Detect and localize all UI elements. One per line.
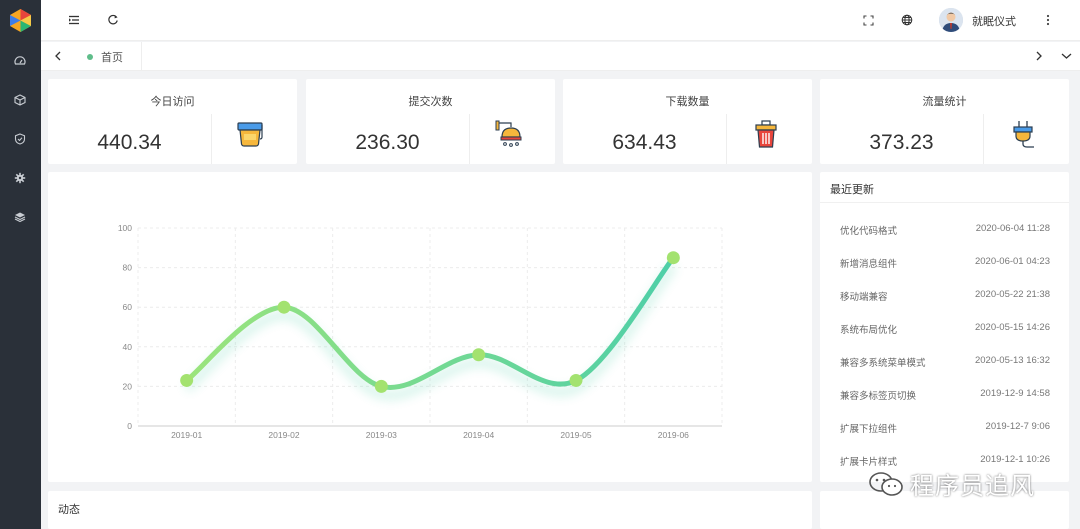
update-label: 系统布局优化 [840,325,898,336]
update-time: 2019-12-1 10:26 [980,454,1050,465]
data-point [180,373,194,387]
gear-icon[interactable] [11,169,29,187]
stat-title: 提交次数 [408,96,453,108]
wechat-icon [869,471,903,496]
update-time: 2020-06-04 11:28 [975,223,1050,234]
fullscreen-icon[interactable] [859,11,877,29]
layers-icon[interactable] [11,208,29,226]
stat-divider [983,114,984,164]
x-tick-label: 2019-04 [463,430,494,440]
data-point [569,373,583,387]
update-label: 兼容多系统菜单模式 [840,358,926,369]
update-label: 移动端兼容 [840,292,888,303]
x-tick-label: 2019-02 [268,430,299,440]
stat-divider [211,114,212,164]
update-time: 2020-05-15 14:26 [974,322,1050,333]
stat-value: 373.23 [869,131,934,154]
data-point [374,379,388,393]
stat-divider [726,114,727,164]
top-header: 就眠仪式 [41,0,1080,41]
x-tick-label: 2019-05 [560,430,591,440]
menu-fold-icon[interactable] [65,11,83,29]
stat-title: 今日访问 [150,96,195,108]
update-item[interactable]: 移动端兼容 2020-05-22 21:38 [840,289,1050,305]
y-tick-label: 60 [123,302,133,312]
stat-card-traffic: 流量统计 373.23 [820,79,1069,164]
update-item[interactable]: 扩展卡片样式 2019-12-1 10:26 [840,454,1050,470]
stat-title: 下载数量 [665,96,710,108]
y-tick-label: 40 [123,342,133,352]
stat-card-downloads: 下载数量 634.43 [563,79,812,164]
dynamic-card: 动态 [48,491,812,529]
update-time: 2020-05-13 16:32 [974,355,1050,366]
update-label: 扩展卡片样式 [840,457,898,468]
more-vertical-icon[interactable] [1039,11,1057,29]
paint-bucket-icon [236,119,266,149]
stat-value: 634.43 [612,131,677,154]
update-label: 扩展下拉组件 [840,424,898,435]
refresh-icon[interactable] [104,11,122,29]
tab-home[interactable]: 首页 [77,42,142,71]
tabs-dropdown-icon[interactable] [1057,47,1075,65]
tab-active-dot [87,53,93,60]
stat-value: 236.30 [355,131,420,154]
stat-card-submits: 提交次数 236.30 [306,79,555,164]
x-tick-label: 2019-01 [171,430,202,440]
stat-divider [469,114,470,164]
globe-icon[interactable] [898,11,916,29]
x-tick-label: 2019-06 [658,430,689,440]
divider [820,202,1069,203]
logo-icon[interactable] [8,8,33,33]
update-time: 2020-06-01 04:23 [974,256,1050,267]
update-label: 兼容多标签页切换 [840,391,917,402]
update-item[interactable]: 扩展下拉组件 2019-12-7 9:06 [840,421,1050,437]
update-item[interactable]: 兼容多标签页切换 2019-12-9 14:58 [840,388,1050,404]
update-time: 2020-05-22 21:38 [974,289,1050,300]
dashboard-icon[interactable] [11,52,29,70]
tab-home-label: 首页 [101,51,123,64]
shower-icon [494,119,524,149]
stat-title: 流量统计 [922,96,967,108]
y-tick-label: 80 [123,263,133,273]
bottom-right-card [820,491,1069,529]
update-item[interactable]: 优化代码格式 2020-06-04 11:28 [840,223,1050,239]
update-time: 2019-12-7 9:06 [985,421,1050,432]
series-line [184,255,676,390]
update-time: 2019-12-9 14:58 [980,388,1050,399]
username[interactable]: 就眠仪式 [972,16,1016,28]
sidebar [0,0,41,529]
power-plug-icon [1008,119,1038,149]
stat-value: 440.34 [97,131,162,154]
tabs-scroll-left-icon[interactable] [49,47,67,65]
line-chart-card: 0 20 40 60 80 100 2019-01 2019-02 2019-03 2019-04… [48,172,812,482]
update-item[interactable]: 系统布局优化 2020-05-15 14:26 [840,322,1050,338]
tabs-scroll-right-icon[interactable] [1030,47,1048,65]
data-point [666,251,680,265]
recent-updates-card: 最近更新 优化代码格式 2020-06-04 11:28 新增消息组件 2020… [820,172,1069,482]
cube-icon[interactable] [11,91,29,109]
recent-updates-title: 最近更新 [830,184,874,196]
line-chart: 0 20 40 60 80 100 2019-01 2019-02 2019-03 2019-04… [118,223,723,440]
series-line-shadow [183,262,677,400]
tabs-bar: 首页 [41,42,1080,71]
trash-can-icon [751,119,781,149]
update-item[interactable]: 新增消息组件 2020-06-01 04:23 [840,256,1050,272]
shield-check-icon[interactable] [11,130,29,148]
watermark: 程序员追风 [868,466,1035,501]
data-point [472,348,486,362]
y-tick-label: 0 [127,421,132,431]
x-tick-label: 2019-03 [366,430,397,440]
watermark-text: 程序员追风 [910,472,1035,500]
update-label: 优化代码格式 [840,226,898,237]
dynamic-title: 动态 [58,504,80,516]
update-item[interactable]: 兼容多系统菜单模式 2020-05-13 16:32 [840,355,1050,371]
avatar[interactable] [939,8,963,32]
y-tick-label: 100 [118,223,132,233]
stat-card-visits: 今日访问 440.34 [48,79,297,164]
y-tick-label: 20 [123,381,133,391]
data-point [277,300,291,314]
update-label: 新增消息组件 [840,259,898,270]
